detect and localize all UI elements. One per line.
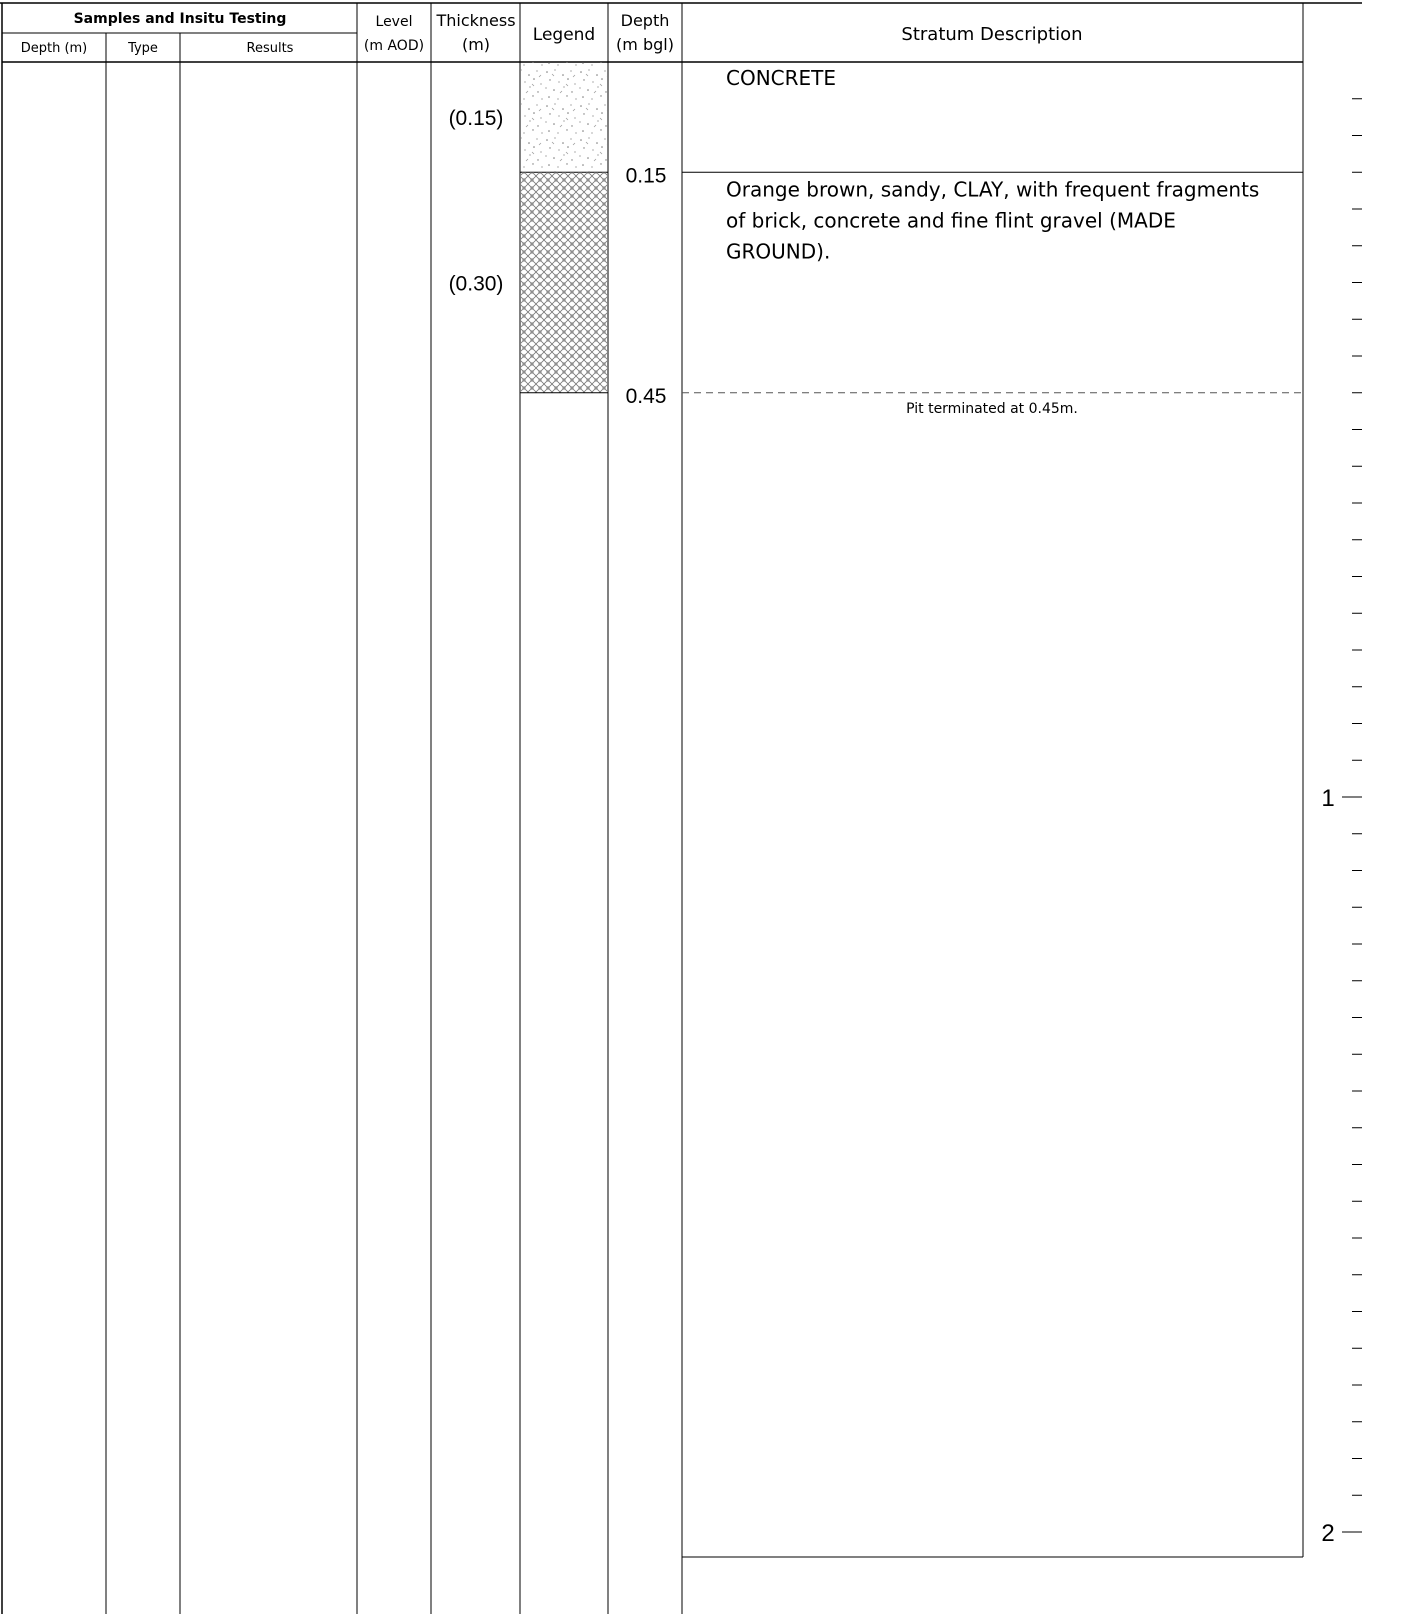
thickness-header: Thickness <box>435 11 515 30</box>
results-header: Results <box>247 41 294 56</box>
depth-value: 0.45 <box>626 385 667 408</box>
samples-group-header: Samples and Insitu Testing <box>74 11 287 27</box>
scale-label: 1 <box>1321 785 1334 812</box>
legend-pattern-made-ground-crosshatch <box>521 172 607 393</box>
depth-value: 0.15 <box>626 164 667 187</box>
depth-m-header: Depth (m) <box>21 41 88 56</box>
stratum-description-line: GROUND). <box>726 239 830 263</box>
stratum-description-line: Orange brown, sandy, CLAY, with frequent… <box>726 177 1259 201</box>
stratum-description-line: of brick, concrete and fine flint gravel… <box>726 208 1176 232</box>
stratum-description-line: CONCRETE <box>726 66 836 90</box>
thickness-value: (0.30) <box>449 273 504 296</box>
thickness-unit-header: (m) <box>462 35 490 54</box>
level-header: Level <box>376 14 413 30</box>
termination-text: Pit terminated at 0.45m. <box>906 401 1078 417</box>
legend-pattern-concrete-stipple <box>521 62 607 173</box>
type-header: Type <box>127 41 158 56</box>
depth-bgl-header: Depth <box>621 11 670 30</box>
depth-bgl-unit-header: (m bgl) <box>616 35 674 54</box>
scale-label: 2 <box>1321 1520 1334 1547</box>
stratum-description-header: Stratum Description <box>901 24 1082 45</box>
thickness-value: (0.15) <box>449 107 504 130</box>
level-unit-header: (m AOD) <box>364 38 424 54</box>
legend-header: Legend <box>533 25 595 45</box>
